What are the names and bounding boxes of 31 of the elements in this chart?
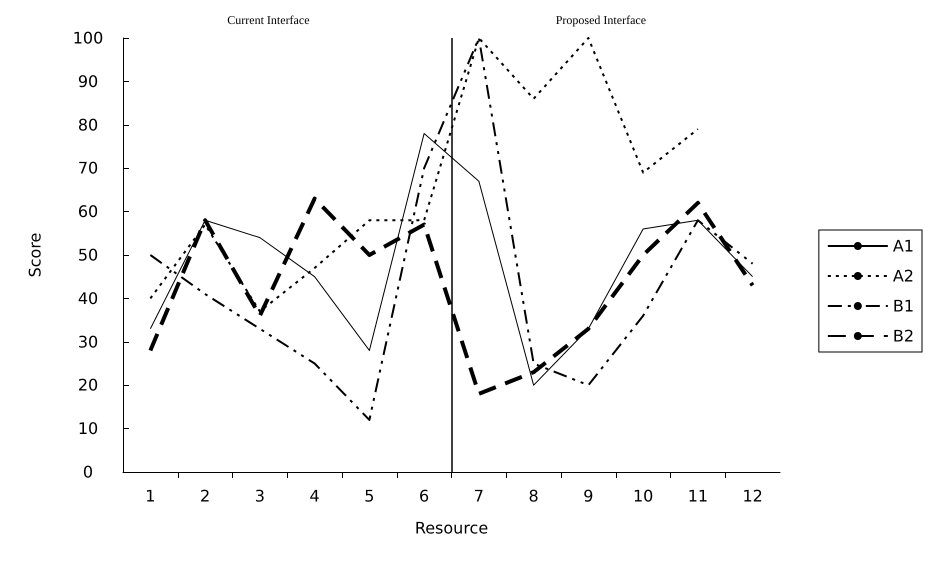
y-tick-label: 10 xyxy=(78,419,98,438)
x-tick-label: 5 xyxy=(364,486,374,506)
x-tick-label: 7 xyxy=(474,486,484,506)
legend-label: A2 xyxy=(892,266,914,286)
x-tick-label: 12 xyxy=(742,486,763,506)
y-axis-title: Score xyxy=(26,232,44,278)
y-tick-label: 50 xyxy=(78,246,98,264)
y-tick-label: 30 xyxy=(78,332,98,352)
y-tick-label: 20 xyxy=(78,376,98,395)
legend-label: B1 xyxy=(892,296,914,316)
x-tick-label: 2 xyxy=(200,486,210,506)
y-tick-label: 60 xyxy=(78,202,98,222)
x-tick-label: 11 xyxy=(688,486,708,506)
x-tick-label: 9 xyxy=(583,486,594,506)
legend-label: A1 xyxy=(892,236,914,256)
y-tick-label: 80 xyxy=(78,115,98,134)
x-tick-label: 3 xyxy=(254,486,265,506)
y-tick-label: 70 xyxy=(78,158,98,178)
text: Current Interface xyxy=(227,13,310,27)
legend-label: B2 xyxy=(892,326,914,346)
y-tick-label: 100 xyxy=(72,28,104,48)
text: Proposed Interface xyxy=(556,13,646,27)
x-tick-label: 4 xyxy=(310,486,320,506)
x-tick-label: 10 xyxy=(632,486,654,506)
x-tick-label: 6 xyxy=(419,486,430,506)
x-tick-label: 8 xyxy=(528,486,539,506)
x-axis-title: Resource xyxy=(414,518,488,538)
y-tick-label: 0 xyxy=(82,462,94,482)
x-tick-label: 1 xyxy=(145,486,156,506)
y-tick-label: 40 xyxy=(78,288,98,308)
y-tick-label: 90 xyxy=(78,72,98,91)
